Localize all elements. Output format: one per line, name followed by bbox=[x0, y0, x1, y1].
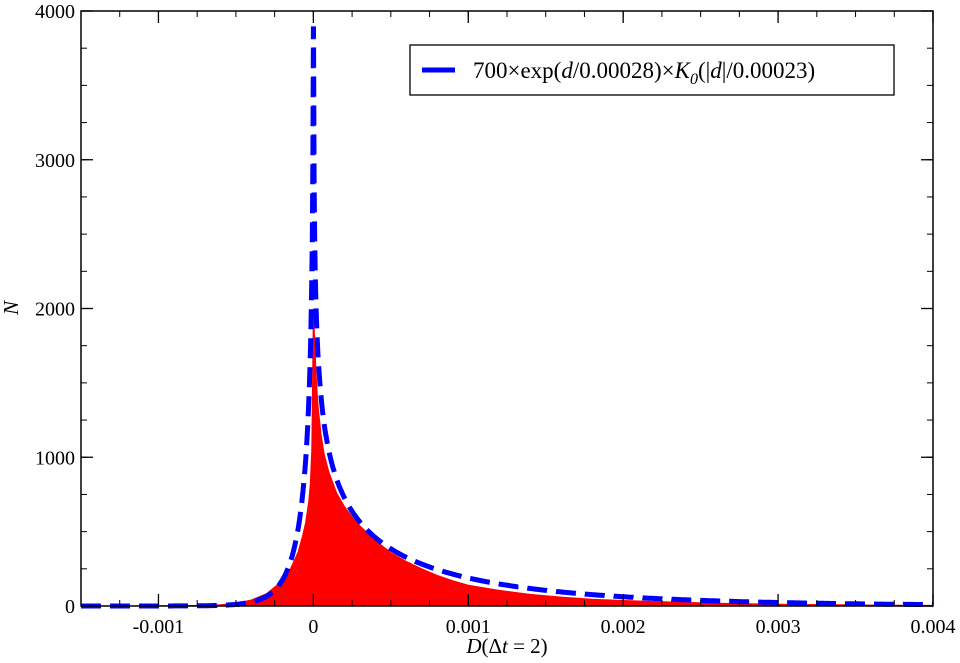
histogram-series bbox=[80, 308, 934, 607]
legend-label: 700×exp(d/0.00028)×K0(|d|/0.00023) bbox=[473, 58, 815, 88]
x-tick-label: 0.001 bbox=[446, 616, 491, 638]
y-axis: 0 1000 2000 3000 4000 bbox=[35, 1, 933, 618]
x-tick-label: 0.002 bbox=[601, 616, 646, 638]
fit-curve-series bbox=[81, 26, 933, 609]
x-tick-label: 0.004 bbox=[911, 616, 956, 638]
y-tick-label: 4000 bbox=[35, 1, 75, 23]
x-tick-label: -0.001 bbox=[133, 616, 185, 638]
y-tick-label: 3000 bbox=[35, 150, 75, 172]
x-tick-label: 0.003 bbox=[756, 616, 801, 638]
x-tick-label: 0 bbox=[308, 616, 318, 638]
histogram-area bbox=[80, 308, 934, 607]
y-tick-label: 2000 bbox=[35, 299, 75, 321]
x-axis: -0.001 0 0.001 0.002 0.003 0.004 bbox=[80, 11, 956, 638]
legend: 700×exp(d/0.00028)×K0(|d|/0.00023) bbox=[409, 44, 895, 96]
x-axis-title: D(Δt = 2) bbox=[465, 634, 547, 658]
plot-frame bbox=[80, 10, 934, 607]
y-axis-title: N bbox=[0, 300, 23, 316]
y-tick-label: 1000 bbox=[35, 447, 75, 469]
legend-box bbox=[409, 44, 895, 96]
y-tick-label: 0 bbox=[65, 596, 75, 618]
fit-curve-line bbox=[81, 26, 933, 609]
